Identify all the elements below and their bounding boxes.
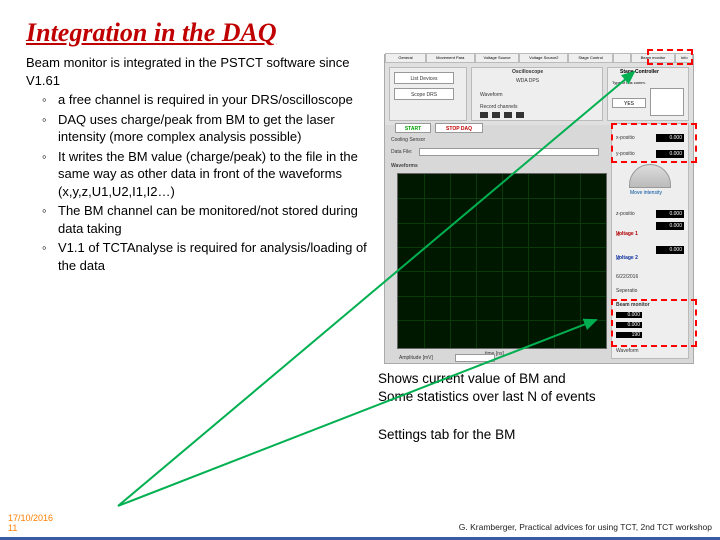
plot-bottom-label: Amplitude [mV] — [399, 355, 433, 361]
xpos-value: 0.000 — [656, 134, 684, 142]
tab[interactable]: Stage Control — [568, 53, 613, 63]
ypos-row: y-positio 0.000 — [616, 142, 684, 160]
bullet-list: a free channel is required in your DRS/o… — [26, 91, 372, 274]
separation-label: Seperatio — [616, 288, 637, 294]
slide-title: Integration in the DAQ — [26, 18, 694, 48]
move-intensity-dial[interactable] — [629, 164, 671, 188]
osc-sub3: Record channels — [480, 104, 518, 110]
stage-title: Stage Controller — [620, 69, 659, 75]
tab-strip: General Movement Para Voltage Source Vol… — [385, 53, 693, 63]
bm-stat-2: 0.000 — [616, 322, 642, 328]
bottom-field[interactable] — [455, 354, 495, 362]
footer-date: 17/10/2016 11 — [8, 514, 53, 534]
rec-ch-4[interactable] — [516, 112, 524, 118]
tab[interactable]: Info — [675, 53, 693, 63]
rec-ch-2[interactable] — [492, 112, 500, 118]
zpos-row2: z-positio 0.000 — [616, 202, 684, 220]
i2-label: I2 — [616, 256, 620, 262]
cooling-sensor-label: Cooling Sensor — [391, 137, 425, 143]
osc-title: Oscilloscope — [512, 69, 543, 75]
wf-panel-label: Waveform — [616, 348, 639, 354]
voltage2-section: Voltage 2 0.000 I2 — [616, 246, 684, 264]
i1-label: I1 — [616, 232, 620, 238]
footer-page-num: 11 — [8, 523, 17, 533]
bullet-2: DAQ uses charge/peak from BM to get the … — [46, 111, 372, 146]
bm-stats-label: Beam monitor — [616, 302, 650, 308]
footer-credit: G. Kramberger, Practical advices for usi… — [459, 522, 712, 532]
slide: Integration in the DAQ Beam monitor is i… — [0, 0, 720, 540]
waveform-plot — [397, 173, 607, 349]
bm-stat-1: 0.000 — [616, 312, 642, 318]
stop-daq-button[interactable]: STOP DAQ — [435, 123, 483, 133]
data-file-field[interactable] — [419, 148, 599, 156]
list-devices-button[interactable]: List Devices — [394, 72, 454, 84]
osc-sub2: Waveform — [480, 92, 503, 98]
xpos-label: x-positio — [616, 135, 635, 141]
rec-ch-1[interactable] — [480, 112, 488, 118]
devices-group: List Devices Scope DRS — [389, 67, 467, 121]
zpos-value: 0.000 — [656, 210, 684, 218]
top-control-row: List Devices Scope DRS Oscilloscope WDA … — [385, 63, 693, 125]
bullet-4: The BM channel can be monitored/not stor… — [46, 202, 372, 237]
move-intensity-label: Move intensity — [630, 190, 662, 196]
oscilloscope-group: Oscilloscope WDA DPS Waveform Record cha… — [471, 67, 603, 121]
footer-date-line1: 17/10/2016 — [8, 513, 53, 523]
v2-value: 0.000 — [656, 246, 684, 254]
bullet-3: It writes the BM value (charge/peak) to … — [46, 148, 372, 201]
caption1-line2: Some statistics over last N of events — [378, 389, 596, 404]
ypos-value: 0.000 — [656, 150, 684, 158]
rec-ch-3[interactable] — [504, 112, 512, 118]
stage-controller-group: Stage Controller Type of bus comm. YES — [607, 67, 689, 121]
ypos-label: y-positio — [616, 151, 635, 157]
right-column: General Movement Para Voltage Source Vol… — [378, 54, 694, 445]
tab[interactable]: General — [385, 53, 426, 63]
voltage1-section: Voltage 1 0.000 I1 — [616, 222, 684, 240]
tab[interactable]: Voltage Source2 — [519, 53, 568, 63]
tab[interactable] — [613, 53, 631, 63]
bullet-5: V1.1 of TCTAnalyse is required for analy… — [46, 239, 372, 274]
body-row: Beam monitor is integrated in the PSTCT … — [26, 54, 694, 445]
caption-bm-value: Shows current value of BM and Some stati… — [378, 370, 694, 406]
tab[interactable]: Movement Para — [426, 53, 475, 63]
bm-stat-3: 190 — [616, 332, 642, 338]
caption1-line1: Shows current value of BM and — [378, 371, 566, 386]
bullet-1: a free channel is required in your DRS/o… — [46, 91, 372, 109]
tab[interactable]: Voltage Source — [475, 53, 520, 63]
scope-drs-button[interactable]: Scope DRS — [394, 88, 454, 100]
tab-beam-monitor[interactable]: Beam monitor — [631, 53, 676, 63]
v1-value: 0.000 — [656, 222, 684, 230]
software-screenshot: General Movement Para Voltage Source Vol… — [384, 54, 694, 364]
zpos-label: z-positio — [616, 211, 635, 217]
data-file-label: Data File: — [391, 149, 412, 155]
intro-text: Beam monitor is integrated in the PSTCT … — [26, 54, 372, 89]
right-status-panel: x-positio 0.000 y-positio 0.000 Move int… — [611, 123, 689, 359]
start-button[interactable]: START — [395, 123, 431, 133]
left-column: Beam monitor is integrated in the PSTCT … — [26, 54, 372, 445]
osc-sub1: WDA DPS — [516, 78, 539, 84]
stage-field-label: Type of bus comm. — [612, 80, 646, 85]
panel-date: 6/22/2016 — [616, 274, 638, 280]
waveforms-label: Waveforms — [391, 163, 418, 169]
caption-settings-tab: Settings tab for the BM — [378, 426, 694, 444]
stage-field-value[interactable]: YES — [612, 98, 646, 108]
scan-display — [650, 88, 684, 116]
